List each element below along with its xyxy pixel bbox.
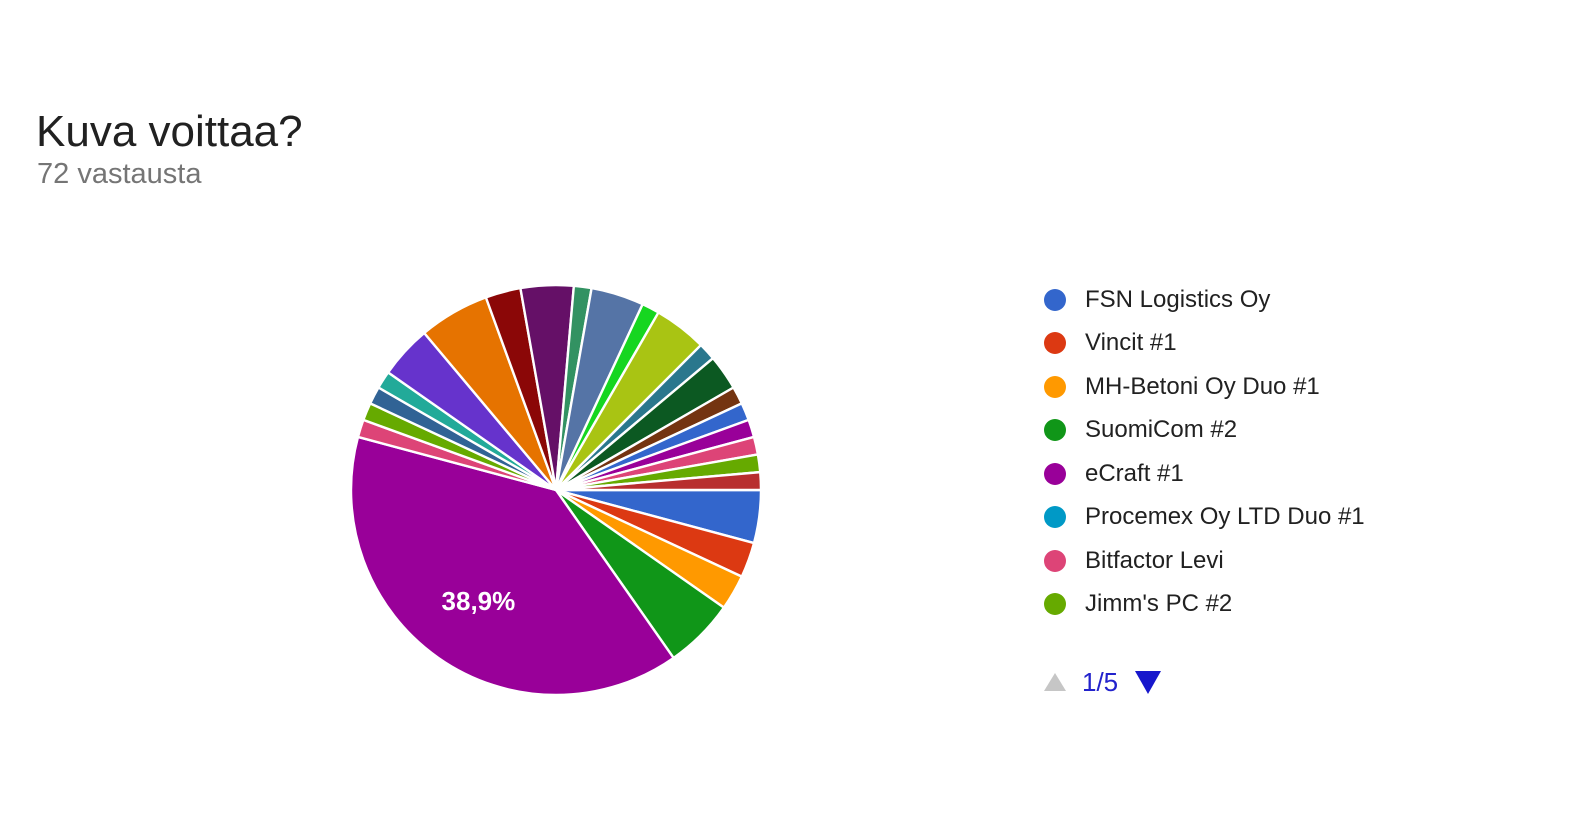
legend-item: Bitfactor Levi: [1044, 539, 1365, 583]
page-indicator: 1/5: [1082, 666, 1119, 697]
legend-item: Procemex Oy LTD Duo #1: [1044, 496, 1365, 540]
legend-color-dot: [1044, 288, 1066, 311]
legend-color-dot: [1044, 506, 1066, 529]
question-title: Kuva voittaa?: [36, 107, 303, 157]
legend-item-label: FSN Logistics Oy: [1085, 285, 1271, 313]
legend-item: Vincit #1: [1044, 322, 1365, 366]
legend-item: SuomiCom #2: [1044, 409, 1365, 453]
legend-item-label: Bitfactor Levi: [1085, 546, 1224, 574]
legend: FSN Logistics Oy Vincit #1 MH-Betoni Oy …: [1044, 278, 1365, 626]
pie-slice[interactable]: [349, 435, 675, 697]
legend-color-dot: [1044, 462, 1066, 485]
legend-color-dot: [1044, 549, 1066, 572]
legend-color-dot: [1044, 593, 1066, 616]
page-up-icon[interactable]: [1044, 673, 1066, 691]
slice-percent-label: 38,9%: [442, 586, 516, 616]
pie-slice[interactable]: [554, 470, 763, 492]
legend-item-label: MH-Betoni Oy Duo #1: [1085, 372, 1320, 400]
legend-item: FSN Logistics Oy: [1044, 278, 1365, 322]
legend-item: MH-Betoni Oy Duo #1: [1044, 365, 1365, 409]
legend-item: Jimm's PC #2: [1044, 583, 1365, 627]
legend-color-dot: [1044, 375, 1066, 398]
legend-item-label: Jimm's PC #2: [1085, 590, 1233, 618]
pie-chart: 38,9%: [349, 283, 763, 697]
legend-item-label: Procemex Oy LTD Duo #1: [1085, 503, 1365, 531]
legend-item-label: Vincit #1: [1085, 329, 1177, 357]
response-count: 72 vastausta: [37, 158, 202, 190]
page-down-icon[interactable]: [1135, 670, 1162, 694]
legend-item-label: SuomiCom #2: [1085, 416, 1238, 444]
legend-color-dot: [1044, 419, 1066, 442]
legend-item-label: eCraft #1: [1085, 459, 1184, 487]
legend-color-dot: [1044, 332, 1066, 355]
legend-item: eCraft #1: [1044, 452, 1365, 496]
legend-pagination: 1/5: [1044, 666, 1162, 697]
